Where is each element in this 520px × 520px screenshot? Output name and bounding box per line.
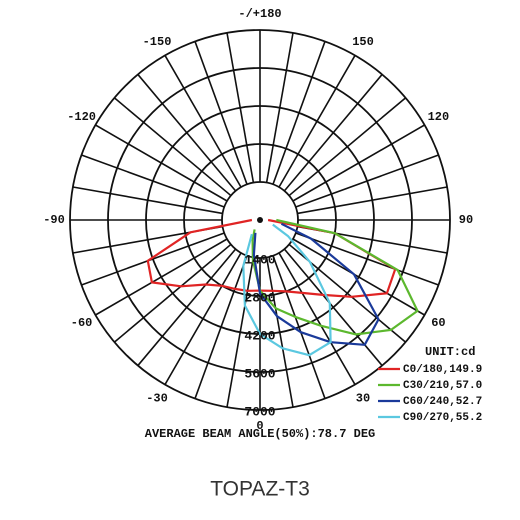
grid-ring (69, 29, 451, 411)
radial-label: 7000 (244, 404, 275, 419)
angle-label: -120 (67, 110, 96, 124)
radial-label: 5600 (244, 366, 275, 381)
angle-label: -/+180 (238, 7, 281, 21)
angle-label: 30 (356, 392, 370, 406)
angle-label: 0 (256, 419, 263, 433)
grid-ring (107, 67, 413, 373)
grid-ring (221, 181, 299, 259)
center-dot (257, 217, 263, 223)
angle-label: 60 (431, 316, 445, 330)
legend-label: C60/240,52.7 (403, 396, 482, 408)
angle-label: -90 (43, 213, 65, 227)
angle-label: -30 (146, 392, 168, 406)
legend-label: C0/180,149.9 (403, 364, 482, 376)
series-line (251, 218, 419, 336)
angle-label: 120 (428, 110, 450, 124)
radial-label: 1400 (244, 252, 275, 267)
radial-label: 2800 (244, 290, 275, 305)
angle-label: -60 (71, 316, 93, 330)
legend-label: C30/210,57.0 (403, 380, 482, 392)
grid-ring (183, 143, 337, 297)
series-line (252, 222, 380, 346)
angle-label: 90 (459, 213, 473, 227)
angle-label: -150 (143, 35, 172, 49)
chart-title: TOPAZ-T3 (210, 478, 310, 501)
series-line (242, 223, 332, 357)
legend-label: C90/270,55.2 (403, 412, 482, 424)
legend-title: UNIT:cd (425, 345, 475, 359)
annotation: AVERAGE BEAM ANGLE(50%):78.7 DEG (145, 427, 375, 441)
angle-label: 150 (352, 35, 374, 49)
radial-label: 4200 (244, 328, 275, 343)
